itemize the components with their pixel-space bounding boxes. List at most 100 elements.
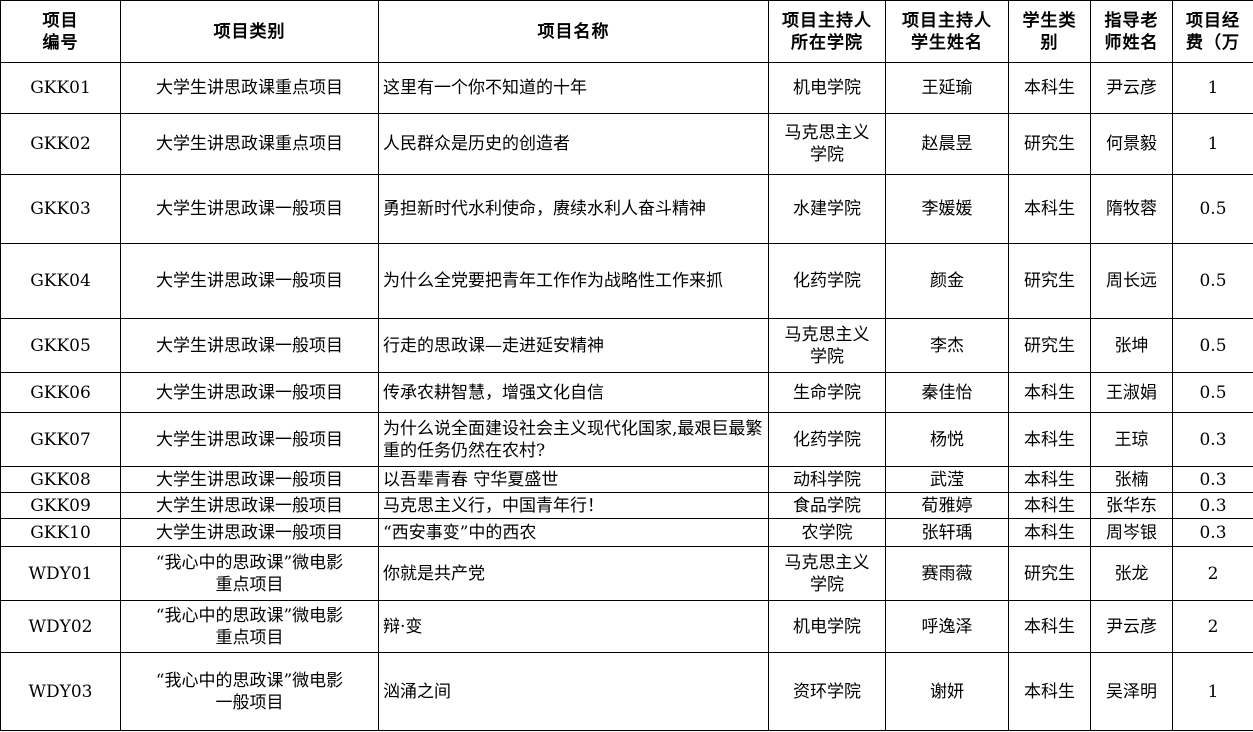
table-cell: 为什么说全面建设社会主义现代化国家,最艰巨最繁重的任务仍然在农村?: [378, 412, 769, 467]
table-cell: 张坤: [1090, 318, 1173, 373]
header-cell: 指导老 师姓名: [1090, 0, 1173, 63]
table-cell: 大学生讲思政课一般项目: [120, 466, 379, 493]
table-cell: 0.5: [1172, 318, 1253, 373]
table-row: GKK04 大学生讲思政课一般项目 为什么全党要把青年工作作为战略性工作来抓 化药学院…: [0, 243, 1253, 319]
table-row: GKK03 大学生讲思政课一般项目 勇担新时代水利使命，赓续水利人奋斗精神 水建学院李…: [0, 174, 1253, 244]
table-cell: 周岑银: [1090, 518, 1173, 547]
table-cell: 本科生: [1008, 372, 1091, 413]
table-row: GKK08 大学生讲思政课一般项目 以吾辈青春 守华夏盛世 动科学院 武滢 本科生 张楠 0.…: [0, 466, 1253, 493]
table-cell: 李媛媛: [885, 174, 1009, 244]
table-cell: 机电学院: [768, 600, 886, 653]
table-cell: GKK05: [0, 318, 121, 373]
table-cell: GKK09: [0, 492, 121, 519]
table-cell: 本科生: [1008, 174, 1091, 244]
table-cell: 资环学院: [768, 652, 886, 731]
table-cell: GKK08: [0, 466, 121, 493]
table-cell: 荀雅婷: [885, 492, 1009, 519]
table-cell: WDY03: [0, 652, 121, 731]
table-cell: 大学生讲思政课一般项目: [120, 412, 379, 467]
header-cell: 项目类别: [120, 0, 379, 63]
table-cell: 0.3: [1172, 518, 1253, 547]
table-cell: 颜金: [885, 243, 1009, 319]
table-cell: GKK10: [0, 518, 121, 547]
table-cell: 化药学院: [768, 412, 886, 467]
table-cell: 食品学院: [768, 492, 886, 519]
table-cell: 赛雨薇: [885, 546, 1009, 601]
table-cell: 以吾辈青春 守华夏盛世: [378, 466, 769, 493]
table-cell: 1: [1172, 62, 1253, 114]
table-cell: 0.5: [1172, 243, 1253, 319]
table-cell: 传承农耕智慧，增强文化自信: [378, 372, 769, 413]
table-cell: 本科生: [1008, 492, 1091, 519]
table-cell: 武滢: [885, 466, 1009, 493]
table-cell: 尹云彦: [1090, 62, 1173, 114]
table-cell: 大学生讲思政课重点项目: [120, 113, 379, 175]
table-cell: 本科生: [1008, 412, 1091, 467]
header-cell: 学生类 别: [1008, 0, 1091, 63]
table-cell: 尹云彦: [1090, 600, 1173, 653]
header-cell: 项目主持人 学生姓名: [885, 0, 1009, 63]
table-cell: 行走的思政课—走进延安精神: [378, 318, 769, 373]
table-row: WDY03 “我心中的思政课”微电影 一般项目 汹涌之间 资环学院 谢妍 本科生 吴泽明 1: [0, 652, 1253, 731]
table-cell: GKK06: [0, 372, 121, 413]
table-cell: 马克思主义行，中国青年行！: [378, 492, 769, 519]
header-row: 项目 编号 项目类别 项目名称 项目主持人 所在学院 项目主持人 学生姓名 学生类 别指导…: [0, 0, 1253, 63]
table-cell: 2: [1172, 546, 1253, 601]
table-row: GKK06 大学生讲思政课一般项目 传承农耕智慧，增强文化自信 生命学院 秦佳怡 本科生王…: [0, 372, 1253, 413]
table-cell: GKK07: [0, 412, 121, 467]
table-cell: “我心中的思政课”微电影 重点项目: [120, 600, 379, 653]
table-cell: “我心中的思政课”微电影 一般项目: [120, 652, 379, 731]
table-cell: 这里有一个你不知道的十年: [378, 62, 769, 114]
table-cell: 汹涌之间: [378, 652, 769, 731]
table-row: GKK02 大学生讲思政课重点项目 人民群众是历史的创造者 马克思主义 学院 赵晨昱 研究…: [0, 113, 1253, 175]
header-cell: 项目经 费（万: [1172, 0, 1253, 63]
table-cell: 你就是共产党: [378, 546, 769, 601]
table-row: GKK10 大学生讲思政课一般项目 “西安事变”中的西农 农学院 张轩瑀 本科生 周岑银 0.…: [0, 518, 1253, 547]
table-cell: 张华东: [1090, 492, 1173, 519]
table-cell: 大学生讲思政课一般项目: [120, 318, 379, 373]
table-cell: 王琼: [1090, 412, 1173, 467]
table-cell: 王淑娟: [1090, 372, 1173, 413]
table-cell: 研究生: [1008, 546, 1091, 601]
table-cell: 马克思主义 学院: [768, 113, 886, 175]
table-cell: WDY02: [0, 600, 121, 653]
table-cell: 勇担新时代水利使命，赓续水利人奋斗精神: [378, 174, 769, 244]
table-row: GKK09 大学生讲思政课一般项目 马克思主义行，中国青年行！ 食品学院 荀雅婷 本科生张…: [0, 492, 1253, 519]
table-cell: 农学院: [768, 518, 886, 547]
table-cell: 吴泽明: [1090, 652, 1173, 731]
table-row: WDY01 “我心中的思政课”微电影 重点项目 你就是共产党 马克思主义 学院 赛雨薇研…: [0, 546, 1253, 601]
table-cell: “我心中的思政课”微电影 重点项目: [120, 546, 379, 601]
table-cell: 隋牧蓉: [1090, 174, 1173, 244]
table-cell: 生命学院: [768, 372, 886, 413]
table-cell: 马克思主义 学院: [768, 546, 886, 601]
table-cell: 化药学院: [768, 243, 886, 319]
table-cell: 机电学院: [768, 62, 886, 114]
table-cell: 本科生: [1008, 600, 1091, 653]
table-cell: 人民群众是历史的创造者: [378, 113, 769, 175]
table-cell: 秦佳怡: [885, 372, 1009, 413]
table-cell: 大学生讲思政课重点项目: [120, 62, 379, 114]
table-cell: 动科学院: [768, 466, 886, 493]
table-row: GKK07 大学生讲思政课一般项目 为什么说全面建设社会主义现代化国家,最艰巨最繁重…: [0, 412, 1253, 467]
table-cell: “西安事变”中的西农: [378, 518, 769, 547]
table-cell: 0.5: [1172, 372, 1253, 413]
table-cell: 水建学院: [768, 174, 886, 244]
table-cell: 1: [1172, 652, 1253, 731]
header-cell: 项目主持人 所在学院: [768, 0, 886, 63]
table-cell: 本科生: [1008, 62, 1091, 114]
table-row: GKK01 大学生讲思政课重点项目 这里有一个你不知道的十年 机电学院 王延瑜 本科生 尹云…: [0, 62, 1253, 114]
table-cell: WDY01: [0, 546, 121, 601]
table-cell: 大学生讲思政课一般项目: [120, 492, 379, 519]
table-cell: 张轩瑀: [885, 518, 1009, 547]
table-cell: 大学生讲思政课一般项目: [120, 174, 379, 244]
table-cell: 本科生: [1008, 466, 1091, 493]
table-cell: 马克思主义 学院: [768, 318, 886, 373]
table-cell: 杨悦: [885, 412, 1009, 467]
table-cell: GKK03: [0, 174, 121, 244]
table-body: GKK01 大学生讲思政课重点项目 这里有一个你不知道的十年 机电学院 王延瑜 本科生 尹云…: [0, 62, 1253, 731]
table-cell: 本科生: [1008, 652, 1091, 731]
table-cell: 张楠: [1090, 466, 1173, 493]
table-row: WDY02 “我心中的思政课”微电影 重点项目 辩·变 机电学院 呼逸泽 本科生 尹云彦 2: [0, 600, 1253, 653]
table-cell: GKK02: [0, 113, 121, 175]
